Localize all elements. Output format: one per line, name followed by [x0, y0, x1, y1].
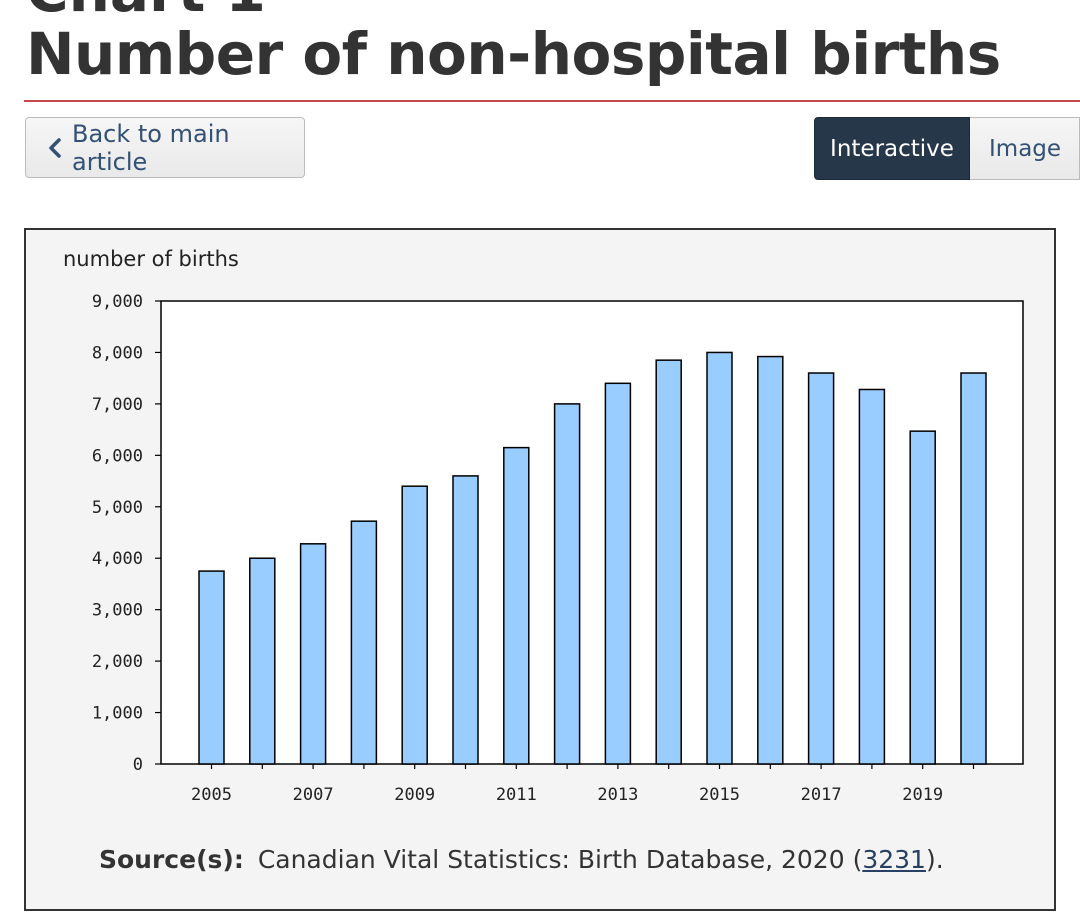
- bar-2012: [553, 403, 581, 765]
- bar-2007: [299, 543, 327, 765]
- chevron-left-icon: [48, 137, 62, 158]
- bar-2010: [452, 475, 479, 765]
- source-text: Canadian Vital Statistics: Birth Databas…: [257, 845, 863, 874]
- x-tick-label: 2013: [597, 785, 638, 805]
- interactive-view-button[interactable]: Interactive: [814, 117, 970, 180]
- bar-2014: [655, 359, 682, 765]
- title-divider: [24, 100, 1080, 102]
- y-tick-label: 9,000: [92, 292, 143, 312]
- x-tick-label: 2009: [394, 785, 435, 805]
- x-tick-label: 2017: [801, 785, 842, 805]
- page-title: Number of non-hospital births: [26, 20, 1001, 88]
- bar-2018: [858, 388, 886, 765]
- x-tick-label: 2019: [902, 785, 943, 805]
- bar-2005: [198, 570, 225, 765]
- bar-2013: [604, 382, 632, 765]
- chart-panel: number of births 0 1,000 2,000 3,000 4,000 5,…: [24, 228, 1056, 911]
- x-tick-label: 2015: [699, 785, 740, 805]
- x-tick-label: 2011: [496, 785, 537, 805]
- bar-2019: [909, 430, 936, 765]
- bar-2017: [807, 372, 835, 765]
- y-tick-label: 0: [133, 755, 143, 775]
- chart-number-heading: Chart 1: [26, 0, 266, 26]
- bar-chart: number of births 0 1,000 2,000 3,000 4,000 5,…: [63, 247, 1024, 805]
- y-tick-label: 1,000: [92, 704, 143, 724]
- source-table-link[interactable]: 3231: [862, 845, 926, 874]
- bar-2020: [960, 372, 987, 765]
- bar-2006: [249, 557, 276, 765]
- source-note: Source(s): Canadian Vital Statistics: Bir…: [99, 845, 944, 874]
- back-to-article-button[interactable]: Back to main article: [25, 117, 305, 178]
- back-button-label: Back to main article: [72, 119, 230, 176]
- y-tick-label: 2,000: [92, 652, 143, 672]
- plot-area: [160, 300, 1024, 765]
- y-axis-label: number of births: [63, 247, 239, 271]
- source-label: Source(s):: [99, 845, 244, 874]
- y-tick-label: 8,000: [92, 343, 143, 363]
- y-tick-label: 6,000: [92, 446, 143, 466]
- x-tick-label: 2007: [293, 785, 334, 805]
- y-tick-label: 3,000: [92, 601, 143, 621]
- view-toggle-group: Interactive Image: [814, 117, 1080, 180]
- bar-2009: [401, 485, 428, 765]
- y-tick-label: 4,000: [92, 549, 143, 569]
- image-view-button[interactable]: Image: [970, 117, 1080, 180]
- bar-2015: [706, 351, 733, 765]
- x-tick-label: 2005: [191, 785, 232, 805]
- bar-2011: [503, 446, 530, 765]
- bar-2008: [350, 520, 378, 765]
- source-end: ).: [925, 845, 944, 874]
- y-tick-label: 7,000: [92, 395, 143, 415]
- bar-2016: [757, 355, 784, 765]
- y-tick-label: 5,000: [92, 498, 143, 518]
